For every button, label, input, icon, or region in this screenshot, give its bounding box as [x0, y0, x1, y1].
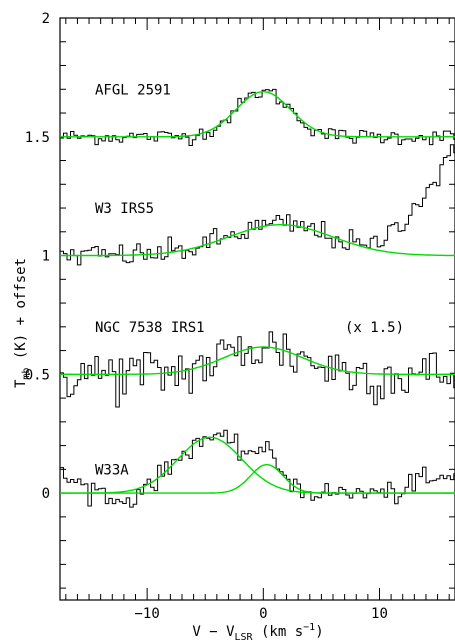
spectrum-labels: AFGL 2591 W3 IRS5 NGC 7538 IRS1 (x 1.5) W33A [95, 82, 404, 478]
x-tick-label: 0 [259, 606, 267, 622]
spectrum-1 [60, 144, 455, 266]
plot-frame [59, 17, 455, 601]
spectrum-label: W3 IRS5 [95, 201, 154, 217]
x-tick-label: 10 [371, 606, 388, 622]
spectrum-label: AFGL 2591 [95, 82, 171, 98]
axis-tick-labels: −10 0 10 0 0.5 1 1.5 2 [25, 11, 388, 622]
fit-curve-0-0 [60, 91, 455, 138]
y-tick-label: 2 [42, 11, 50, 27]
spectrum-2 [60, 331, 455, 408]
spectrum-3 [60, 429, 455, 508]
spectrum-label: W33A [95, 462, 129, 478]
fit-curve-3-1 [60, 463, 455, 494]
spectrum-label: NGC 7538 IRS1 [95, 320, 205, 336]
fit-curve-2-0 [60, 346, 455, 375]
y-axis-title: Tmb (K) + offset [13, 258, 32, 388]
x-axis-title: V − VLSR (km s−1) [192, 622, 323, 643]
y-tick-label: 1.5 [25, 130, 50, 146]
y-tick-label: 1 [42, 249, 50, 265]
y-tick-label: 0.5 [25, 367, 50, 383]
x-tick-label: −10 [134, 606, 159, 622]
scale-annotation: (x 1.5) [345, 320, 404, 336]
spectra-lines [60, 88, 455, 508]
y-tick-label: 0 [42, 486, 50, 502]
fit-lines [60, 91, 455, 494]
axis-ticks [60, 17, 455, 600]
fit-curve-1-0 [60, 224, 455, 257]
